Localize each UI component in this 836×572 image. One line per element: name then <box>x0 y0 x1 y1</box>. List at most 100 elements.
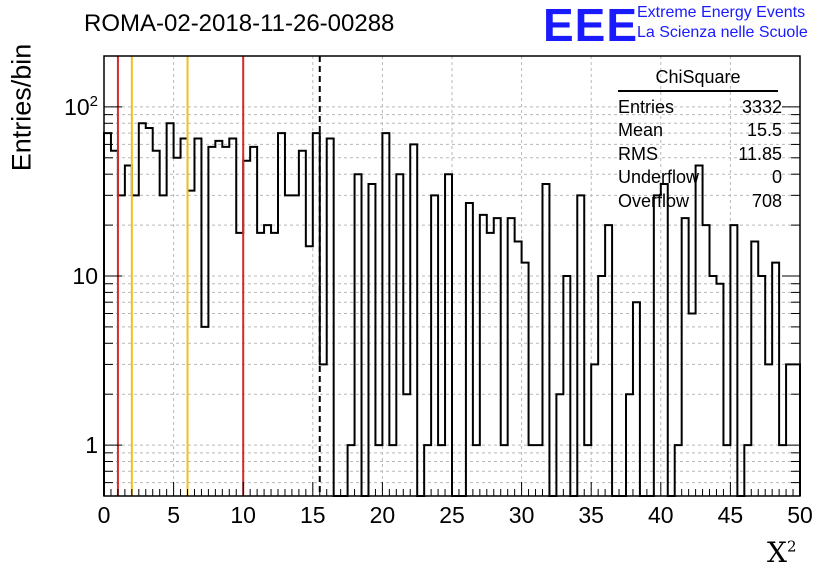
histogram-bin <box>480 215 487 496</box>
histogram-bin <box>389 445 396 496</box>
histogram-bin <box>403 394 410 496</box>
histogram-bin <box>153 151 160 496</box>
histogram-bin <box>682 218 689 496</box>
histogram-bin <box>104 133 111 496</box>
y-tick-label: 10 <box>72 263 98 289</box>
histogram-bin <box>529 445 536 496</box>
stats-row-entries: Entries 3332 <box>612 96 798 119</box>
x-axis-label: X2 <box>767 536 797 569</box>
histogram-bin <box>689 314 696 496</box>
histogram-bin <box>765 364 772 496</box>
histogram-bin <box>494 218 501 496</box>
histogram-bin <box>577 195 584 496</box>
stats-row-rms: RMS 11.85 <box>612 143 798 166</box>
histogram-bin <box>271 233 278 496</box>
histogram-outline <box>103 122 801 497</box>
stats-row-underflow: Underflow 0 <box>612 166 798 189</box>
histogram-bin <box>633 302 640 496</box>
histogram-bin <box>355 174 362 496</box>
histogram-bin <box>250 147 257 496</box>
x-tick-label: 40 <box>648 502 674 528</box>
histogram-bin <box>501 445 508 496</box>
x-tick-label: 10 <box>230 502 256 528</box>
histogram-bin <box>313 133 320 496</box>
x-tick-label: 50 <box>787 502 813 528</box>
x-tick-label: 20 <box>370 502 396 528</box>
histogram-bin <box>466 203 473 496</box>
histogram-bin <box>508 218 515 496</box>
histogram-bin <box>243 161 250 496</box>
histogram-bin <box>125 166 132 496</box>
histogram-bin <box>292 195 299 496</box>
histogram-bin <box>793 364 800 496</box>
x-tick-label: 0 <box>98 502 111 528</box>
histogram-series <box>103 122 801 497</box>
stats-row-overflow: Overflow 708 <box>612 190 798 213</box>
histogram-bin <box>723 445 730 496</box>
histogram-bin <box>368 184 375 496</box>
y-tick-label: 1 <box>85 432 98 458</box>
histogram-bin <box>654 195 661 496</box>
histogram-bin <box>696 166 703 496</box>
x-tick-label: 25 <box>439 502 465 528</box>
stats-label: Entries <box>618 97 675 117</box>
histogram-bin <box>181 139 188 496</box>
histogram-bin <box>744 445 751 496</box>
histogram-bin <box>111 151 118 496</box>
x-tick-label: 15 <box>300 502 326 528</box>
stats-value: 3332 <box>741 97 782 117</box>
y-axis: 102 10 1 <box>64 93 800 484</box>
histogram-bin <box>487 233 494 496</box>
histogram-bin <box>132 195 139 496</box>
histogram-bin <box>751 241 758 496</box>
histogram-bin <box>139 123 146 496</box>
logo-line-1: Extreme Energy Events <box>637 4 806 21</box>
x-tick-label: 5 <box>167 502 180 528</box>
histogram-bin <box>160 195 167 496</box>
histogram-bin <box>285 195 292 496</box>
histogram-bin <box>194 139 201 496</box>
stats-label: Overflow <box>618 190 690 211</box>
eee-logo: EEE <box>543 0 639 51</box>
histogram-bin <box>522 263 529 496</box>
histogram-bin <box>320 364 327 496</box>
chart-title: ROMA-02-2018-11-26-00288 <box>84 10 395 37</box>
stats-label: Underflow <box>618 167 700 188</box>
x-tick-label: 30 <box>509 502 535 528</box>
histogram-bin <box>201 327 208 496</box>
stats-value: 15.5 <box>746 120 782 141</box>
stats-label: RMS <box>618 143 658 164</box>
stats-row-mean: Mean 15.5 <box>612 119 798 142</box>
histogram-bin <box>716 284 723 496</box>
histogram-bin <box>215 141 222 496</box>
histogram-bin <box>605 225 612 496</box>
histogram-bin <box>445 174 452 496</box>
histogram-bin <box>327 139 334 496</box>
histogram-bin <box>382 133 389 496</box>
histogram-bin <box>236 233 243 496</box>
histogram-bin <box>598 276 605 496</box>
histogram-bin <box>786 364 793 496</box>
histogram-bin <box>167 123 174 496</box>
histogram-bin <box>278 133 285 496</box>
histogram-bin <box>542 184 549 496</box>
histogram-bin <box>188 191 195 496</box>
stats-value: 11.85 <box>738 143 782 164</box>
histogram-bin <box>473 445 480 496</box>
x-tick-label: 45 <box>718 502 744 528</box>
histogram-bin <box>772 263 779 496</box>
stats-box: ChiSquare Entries 3332 Mean 15.5 RMS 11.85 Und… <box>612 66 798 213</box>
histogram-bin <box>758 276 765 496</box>
histogram-bin <box>348 445 355 496</box>
histogram-bin <box>375 445 382 496</box>
y-axis-label: Entries/bin <box>6 43 37 172</box>
histogram-bin <box>229 139 236 496</box>
histogram-bin <box>584 445 591 496</box>
histogram-bin <box>563 276 570 496</box>
histogram-bin <box>591 364 598 496</box>
histogram-bin <box>626 394 633 496</box>
histogram-bin <box>257 233 264 496</box>
histogram-bin <box>779 445 786 496</box>
histogram-bin <box>710 276 717 496</box>
